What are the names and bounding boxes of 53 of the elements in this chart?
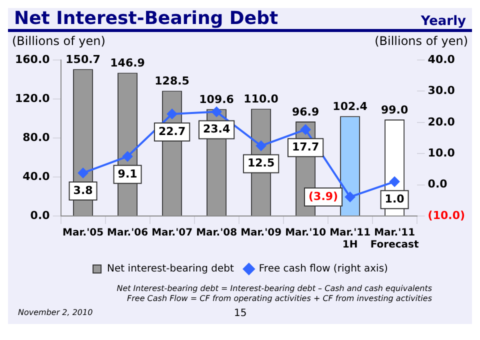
data-label: 146.9 (110, 56, 145, 70)
y2-tick-label: 10.0 (428, 146, 456, 160)
y2-tick-label: 40.0 (428, 52, 456, 66)
y2-tick-label: 20.0 (428, 115, 456, 128)
point (390, 176, 400, 187)
data-label: 22.7 (158, 124, 186, 138)
y2-axis-title: (Billions of yen) (374, 34, 468, 48)
x-tick-label: Mar.'10 (285, 228, 326, 239)
point (122, 151, 133, 162)
chart-subtitle: Yearly (420, 14, 466, 29)
data-label: 128.5 (154, 74, 190, 88)
data-label: 17.7 (292, 140, 320, 154)
x-tick-label: Mar.'11 1H (330, 228, 371, 251)
x-tick-label: Mar.'05 (62, 228, 104, 239)
x-tick-label: Mar.'07 (152, 228, 193, 239)
data-label: 99.0 (380, 103, 408, 116)
text: Net Interest-bearing debt = Interest-bearing debt – Cash and cash equivalents (116, 284, 432, 294)
y-tick-label: 120.0 (14, 92, 50, 105)
data-label: 102.4 (332, 100, 368, 114)
y-tick-label: 0.0 (30, 208, 50, 222)
x-tick-label: Mar.'06 (107, 228, 148, 239)
data-label: 3.8 (73, 184, 93, 197)
data-label: 109.6 (199, 93, 234, 106)
y-tick-label: 160.0 (14, 52, 50, 66)
point (256, 140, 266, 151)
data-label: 110.0 (244, 92, 279, 106)
x-tick-label: Mar.'09 (240, 228, 282, 239)
y2-tick-label: 30.0 (428, 84, 456, 98)
point (78, 168, 88, 178)
text: Free Cash Flow = CF from operating activities + CF from investing activities (126, 294, 432, 304)
y-tick-label: 80.0 (22, 130, 50, 144)
chart-title: Net Interest-Bearing Debt (14, 8, 278, 29)
data-label: 9.1 (118, 167, 138, 180)
data-label: 23.4 (202, 122, 230, 136)
x-tick-label: Mar.'11 Forecast (370, 228, 419, 251)
text: November 2, 2010 (18, 308, 93, 317)
point (167, 108, 178, 119)
point (300, 124, 311, 135)
y2-tick-label: (10.0) (428, 208, 466, 222)
y-tick-label: 40.0 (22, 170, 50, 183)
point (212, 106, 222, 117)
legend-label: Net interest-bearing debt (107, 264, 234, 275)
data-label: 150.7 (66, 52, 100, 66)
y-axis-title: (Billions of yen) (12, 34, 106, 48)
text: 15 (234, 308, 247, 319)
data-label: 12.5 (247, 156, 275, 170)
data-label: (3.9) (308, 190, 338, 203)
point (345, 192, 356, 202)
data-label: 1.0 (384, 192, 405, 206)
x-tick-label: Mar.'08 (196, 228, 238, 239)
data-label: 96.9 (292, 105, 320, 118)
legend-label: Free cash flow (right axis) (258, 264, 388, 275)
y2-tick-label: 0.0 (428, 178, 448, 191)
